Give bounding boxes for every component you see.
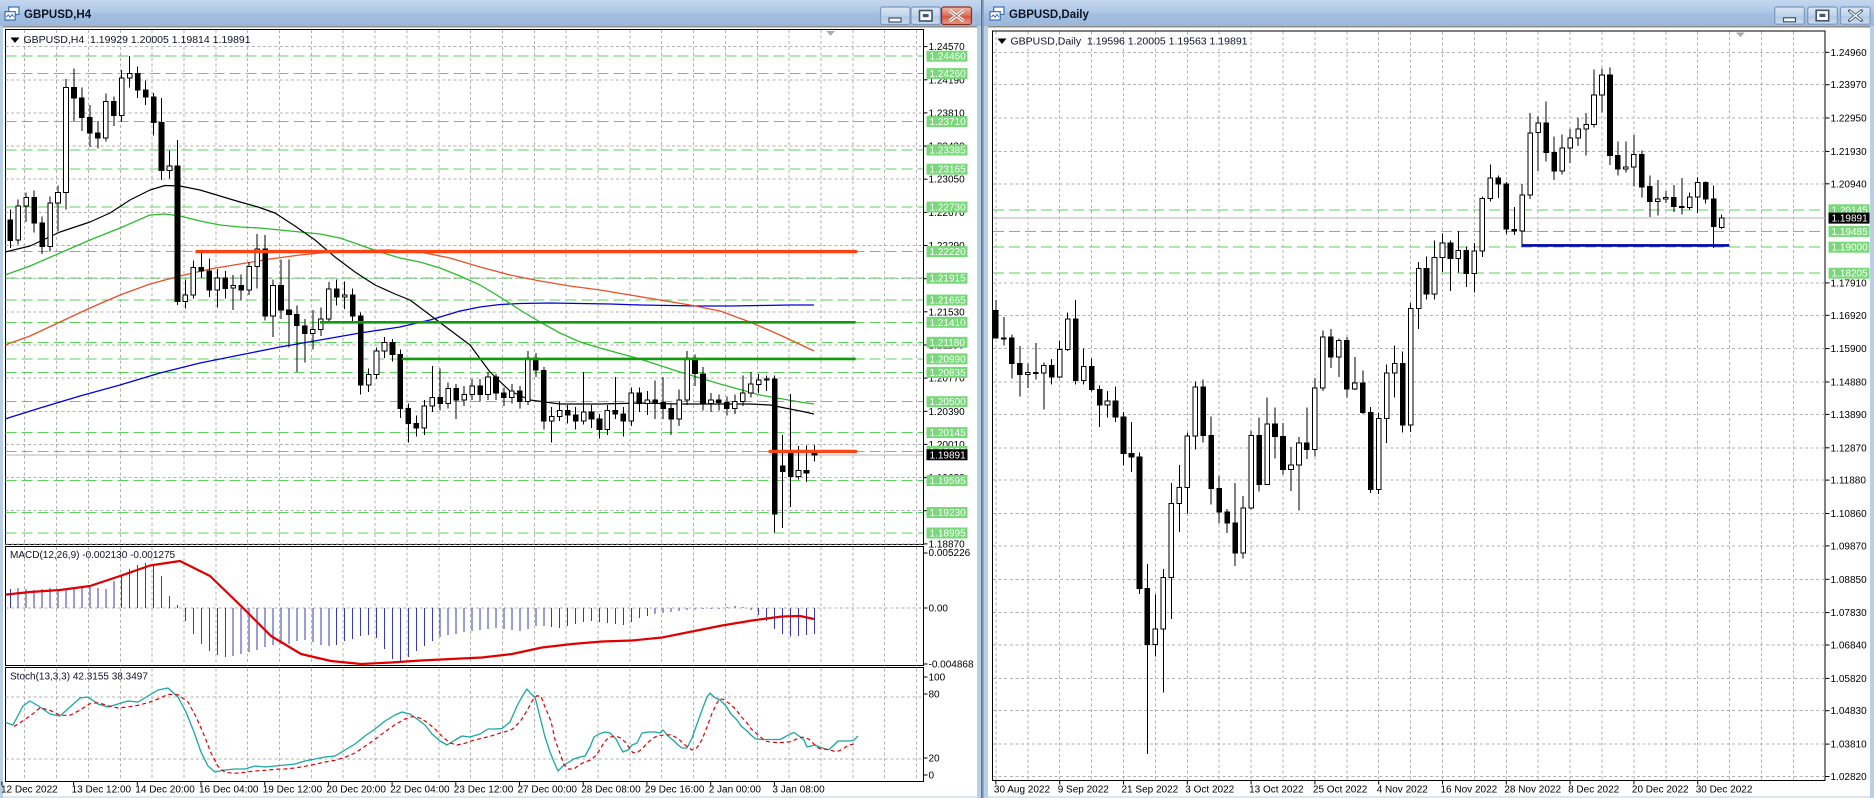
svg-text:1.21665: 1.21665 xyxy=(930,296,967,307)
svg-text:1.24460: 1.24460 xyxy=(930,52,967,63)
svg-text:1.12870: 1.12870 xyxy=(1831,443,1868,454)
svg-text:GBPUSD,Daily 1.19596 1.20005: GBPUSD,Daily 1.19596 1.20005 1.19563 1.1… xyxy=(1011,36,1248,48)
svg-text:1.18205: 1.18205 xyxy=(1832,269,1869,280)
svg-text:1.22730: 1.22730 xyxy=(930,203,967,214)
svg-text:-0.004868: -0.004868 xyxy=(929,660,974,671)
svg-text:1.06840: 1.06840 xyxy=(1831,641,1868,652)
svg-text:1.17910: 1.17910 xyxy=(1831,278,1868,289)
svg-text:1.20145: 1.20145 xyxy=(930,428,967,439)
svg-text:1.23710: 1.23710 xyxy=(930,117,967,128)
svg-text:1.23810: 1.23810 xyxy=(929,108,966,119)
svg-text:1.22950: 1.22950 xyxy=(1831,114,1868,125)
svg-text:1.24960: 1.24960 xyxy=(1831,48,1868,59)
svg-text:1.21930: 1.21930 xyxy=(1831,147,1868,158)
svg-text:1.23385: 1.23385 xyxy=(930,146,967,157)
svg-text:19 Dec 12:00: 19 Dec 12:00 xyxy=(263,785,323,796)
svg-text:1.20390: 1.20390 xyxy=(929,407,966,418)
svg-text:80: 80 xyxy=(929,690,941,701)
svg-text:1.16920: 1.16920 xyxy=(1831,311,1868,322)
svg-text:1.20500: 1.20500 xyxy=(930,397,967,408)
svg-text:1.24260: 1.24260 xyxy=(930,69,967,80)
svg-text:1.21915: 1.21915 xyxy=(930,274,967,285)
svg-text:1.03810: 1.03810 xyxy=(1831,740,1868,751)
svg-text:1.22670: 1.22670 xyxy=(929,208,966,219)
svg-text:1.21530: 1.21530 xyxy=(929,307,966,318)
svg-text:16 Dec 04:00: 16 Dec 04:00 xyxy=(199,785,259,796)
svg-text:1.24570: 1.24570 xyxy=(929,42,966,53)
svg-text:21 Sep 2022: 21 Sep 2022 xyxy=(1122,785,1179,796)
svg-text:1.19230: 1.19230 xyxy=(930,508,967,519)
svg-text:1.09870: 1.09870 xyxy=(1831,541,1868,552)
svg-text:13 Dec 12:00: 13 Dec 12:00 xyxy=(72,785,132,796)
svg-text:1.14880: 1.14880 xyxy=(1831,378,1868,389)
svg-text:1.21410: 1.21410 xyxy=(930,318,967,329)
svg-text:1.15900: 1.15900 xyxy=(1831,344,1868,355)
svg-text:1.04830: 1.04830 xyxy=(1831,706,1868,717)
svg-text:1.18995: 1.18995 xyxy=(930,529,967,540)
svg-text:29 Dec 16:00: 29 Dec 16:00 xyxy=(645,785,705,796)
svg-text:1.18870: 1.18870 xyxy=(929,539,966,550)
svg-text:GBPUSD,H4: GBPUSD,H4 xyxy=(24,9,92,21)
svg-text:28 Dec 08:00: 28 Dec 08:00 xyxy=(581,785,641,796)
svg-text:9 Sep 2022: 9 Sep 2022 xyxy=(1058,785,1110,796)
svg-text:3 Jan 08:00: 3 Jan 08:00 xyxy=(772,785,825,796)
svg-text:GBPUSD,Daily: GBPUSD,Daily xyxy=(1009,9,1089,21)
svg-text:1.19595: 1.19595 xyxy=(930,476,967,487)
svg-text:1.19891: 1.19891 xyxy=(1832,214,1869,225)
svg-text:1.20145: 1.20145 xyxy=(1832,205,1869,216)
svg-text:1.11880: 1.11880 xyxy=(1831,476,1867,487)
svg-text:0: 0 xyxy=(929,771,935,782)
svg-text:0.005226: 0.005226 xyxy=(929,548,971,559)
svg-text:1.07830: 1.07830 xyxy=(1831,608,1868,619)
svg-text:1.02820: 1.02820 xyxy=(1831,772,1868,783)
svg-text:1.08850: 1.08850 xyxy=(1831,575,1868,586)
svg-text:1.24190: 1.24190 xyxy=(929,75,966,86)
svg-text:25 Oct 2022: 25 Oct 2022 xyxy=(1313,785,1368,796)
svg-text:3 Oct 2022: 3 Oct 2022 xyxy=(1185,785,1234,796)
svg-text:30 Dec 2022: 30 Dec 2022 xyxy=(1696,785,1753,796)
svg-text:MACD(12,26,9) -0.002130 -0.001: MACD(12,26,9) -0.002130 -0.001275 xyxy=(10,550,176,561)
svg-text:1.19000: 1.19000 xyxy=(1832,243,1869,254)
svg-text:27 Dec 00:00: 27 Dec 00:00 xyxy=(518,785,578,796)
svg-text:14 Dec 20:00: 14 Dec 20:00 xyxy=(135,785,195,796)
svg-text:0.00: 0.00 xyxy=(929,604,949,615)
svg-text:28 Nov 2022: 28 Nov 2022 xyxy=(1504,785,1561,796)
svg-text:30 Aug 2022: 30 Aug 2022 xyxy=(994,785,1051,796)
svg-text:23 Dec 12:00: 23 Dec 12:00 xyxy=(454,785,514,796)
svg-text:16 Nov 2022: 16 Nov 2022 xyxy=(1441,785,1498,796)
svg-text:1.23165: 1.23165 xyxy=(930,165,967,176)
svg-text:1.19485: 1.19485 xyxy=(1832,227,1869,238)
svg-text:13 Oct 2022: 13 Oct 2022 xyxy=(1249,785,1304,796)
svg-text:Stoch(13,3,3) 42.3155 38.3497: Stoch(13,3,3) 42.3155 38.3497 xyxy=(10,672,148,683)
svg-text:4 Nov 2022: 4 Nov 2022 xyxy=(1377,785,1429,796)
svg-text:2 Jan 00:00: 2 Jan 00:00 xyxy=(709,785,762,796)
svg-text:20: 20 xyxy=(929,754,941,765)
svg-text:1.20835: 1.20835 xyxy=(930,368,967,379)
svg-text:1.20990: 1.20990 xyxy=(930,354,967,365)
svg-text:1.20940: 1.20940 xyxy=(1831,179,1868,190)
svg-text:GBPUSD,H4 1.19929 1.20005 1.1: GBPUSD,H4 1.19929 1.20005 1.19814 1.1989… xyxy=(24,34,251,46)
svg-text:22 Dec 04:00: 22 Dec 04:00 xyxy=(390,785,450,796)
svg-text:20 Dec 20:00: 20 Dec 20:00 xyxy=(326,785,386,796)
svg-text:1.22220: 1.22220 xyxy=(930,247,967,258)
svg-text:1.10860: 1.10860 xyxy=(1831,509,1868,520)
svg-text:8 Dec 2022: 8 Dec 2022 xyxy=(1568,785,1620,796)
svg-text:1.20770: 1.20770 xyxy=(929,374,966,385)
svg-text:1.05820: 1.05820 xyxy=(1831,674,1868,685)
svg-text:20 Dec 2022: 20 Dec 2022 xyxy=(1632,785,1689,796)
svg-text:1.19891: 1.19891 xyxy=(930,450,967,461)
svg-text:12 Dec 2022: 12 Dec 2022 xyxy=(1,785,58,796)
svg-text:1.13890: 1.13890 xyxy=(1831,410,1868,421)
svg-text:1.23970: 1.23970 xyxy=(1831,80,1868,91)
svg-text:1.21180: 1.21180 xyxy=(930,338,966,349)
svg-text:1.20010: 1.20010 xyxy=(929,440,966,451)
svg-text:100: 100 xyxy=(929,673,946,684)
svg-text:1.23050: 1.23050 xyxy=(929,175,966,186)
